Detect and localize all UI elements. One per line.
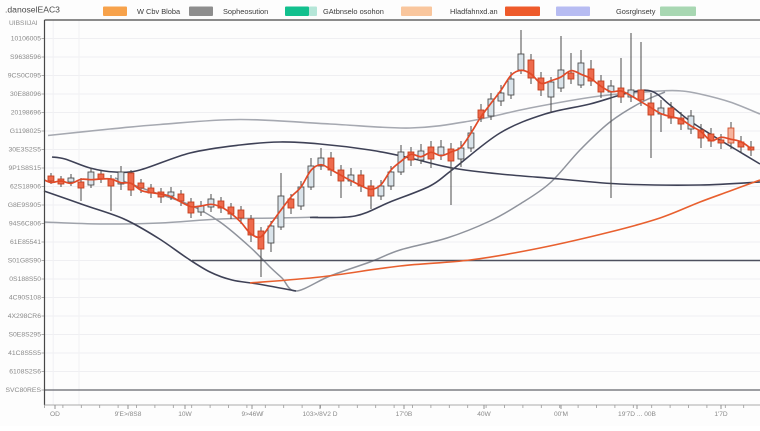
svg-text:6108S2S6: 6108S2S6	[9, 369, 41, 376]
svg-text:G8E9S905: G8E9S905	[8, 202, 41, 209]
svg-text:20198696: 20198696	[11, 110, 41, 117]
svg-text:G1198025: G1198025	[10, 128, 41, 135]
svg-text:94S6C806: 94S6C806	[9, 221, 41, 228]
svg-text:103>/8V2 D: 103>/8V2 D	[302, 411, 337, 418]
svg-text:4C90S108: 4C90S108	[9, 295, 41, 302]
svg-text:4X298CR6: 4X298CR6	[8, 313, 41, 320]
svg-text:30E88096: 30E88096	[10, 91, 41, 98]
svg-text:61E85541: 61E85541	[10, 239, 41, 246]
svg-text:GAtbnselo osohon: GAtbnselo osohon	[323, 7, 384, 16]
svg-text:9CS0C095: 9CS0C095	[8, 73, 41, 80]
svg-text:OD: OD	[50, 411, 60, 418]
svg-text:30E3S2S5: 30E3S2S5	[8, 147, 41, 154]
svg-text:S0E8S295: S0E8S295	[8, 332, 41, 339]
svg-text:62S18906: 62S18906	[10, 184, 41, 191]
svg-text:9'E>/8S8: 9'E>/8S8	[115, 411, 142, 418]
svg-text:10106005: 10106005	[11, 36, 41, 43]
svg-text:S01G8S90: S01G8S90	[8, 258, 41, 265]
svg-text:10W: 10W	[178, 411, 192, 418]
svg-text:17'0B: 17'0B	[396, 411, 413, 418]
svg-text:.danoselEAC3: .danoselEAC3	[5, 5, 60, 15]
svg-text:19'7D ... 00B: 19'7D ... 00B	[618, 411, 657, 418]
svg-text:Gosrglnsety: Gosrglnsety	[616, 7, 656, 16]
svg-text:00'M: 00'M	[554, 411, 568, 418]
svg-text:Hladfahnxd.an: Hladfahnxd.an	[450, 7, 498, 16]
svg-text:S9638596: S9638596	[10, 54, 41, 61]
svg-text:UIBSIIJAI: UIBSIIJAI	[9, 20, 38, 27]
svg-text:W Cbv Bloba: W Cbv Bloba	[137, 7, 181, 16]
svg-text:41C8S5S5: 41C8S5S5	[8, 350, 41, 357]
svg-text:9>46W̸: 9>46W̸	[241, 410, 263, 418]
svg-text:1'7D: 1'7D	[714, 411, 728, 418]
svg-text:SVC80RES: SVC80RES	[5, 387, 41, 394]
svg-text:0S188S50: 0S188S50	[9, 276, 41, 283]
svg-text:Sopheosution: Sopheosution	[223, 7, 268, 16]
svg-text:9P1S8S15: 9P1S8S15	[8, 165, 41, 172]
svg-text:40W: 40W	[477, 411, 491, 418]
